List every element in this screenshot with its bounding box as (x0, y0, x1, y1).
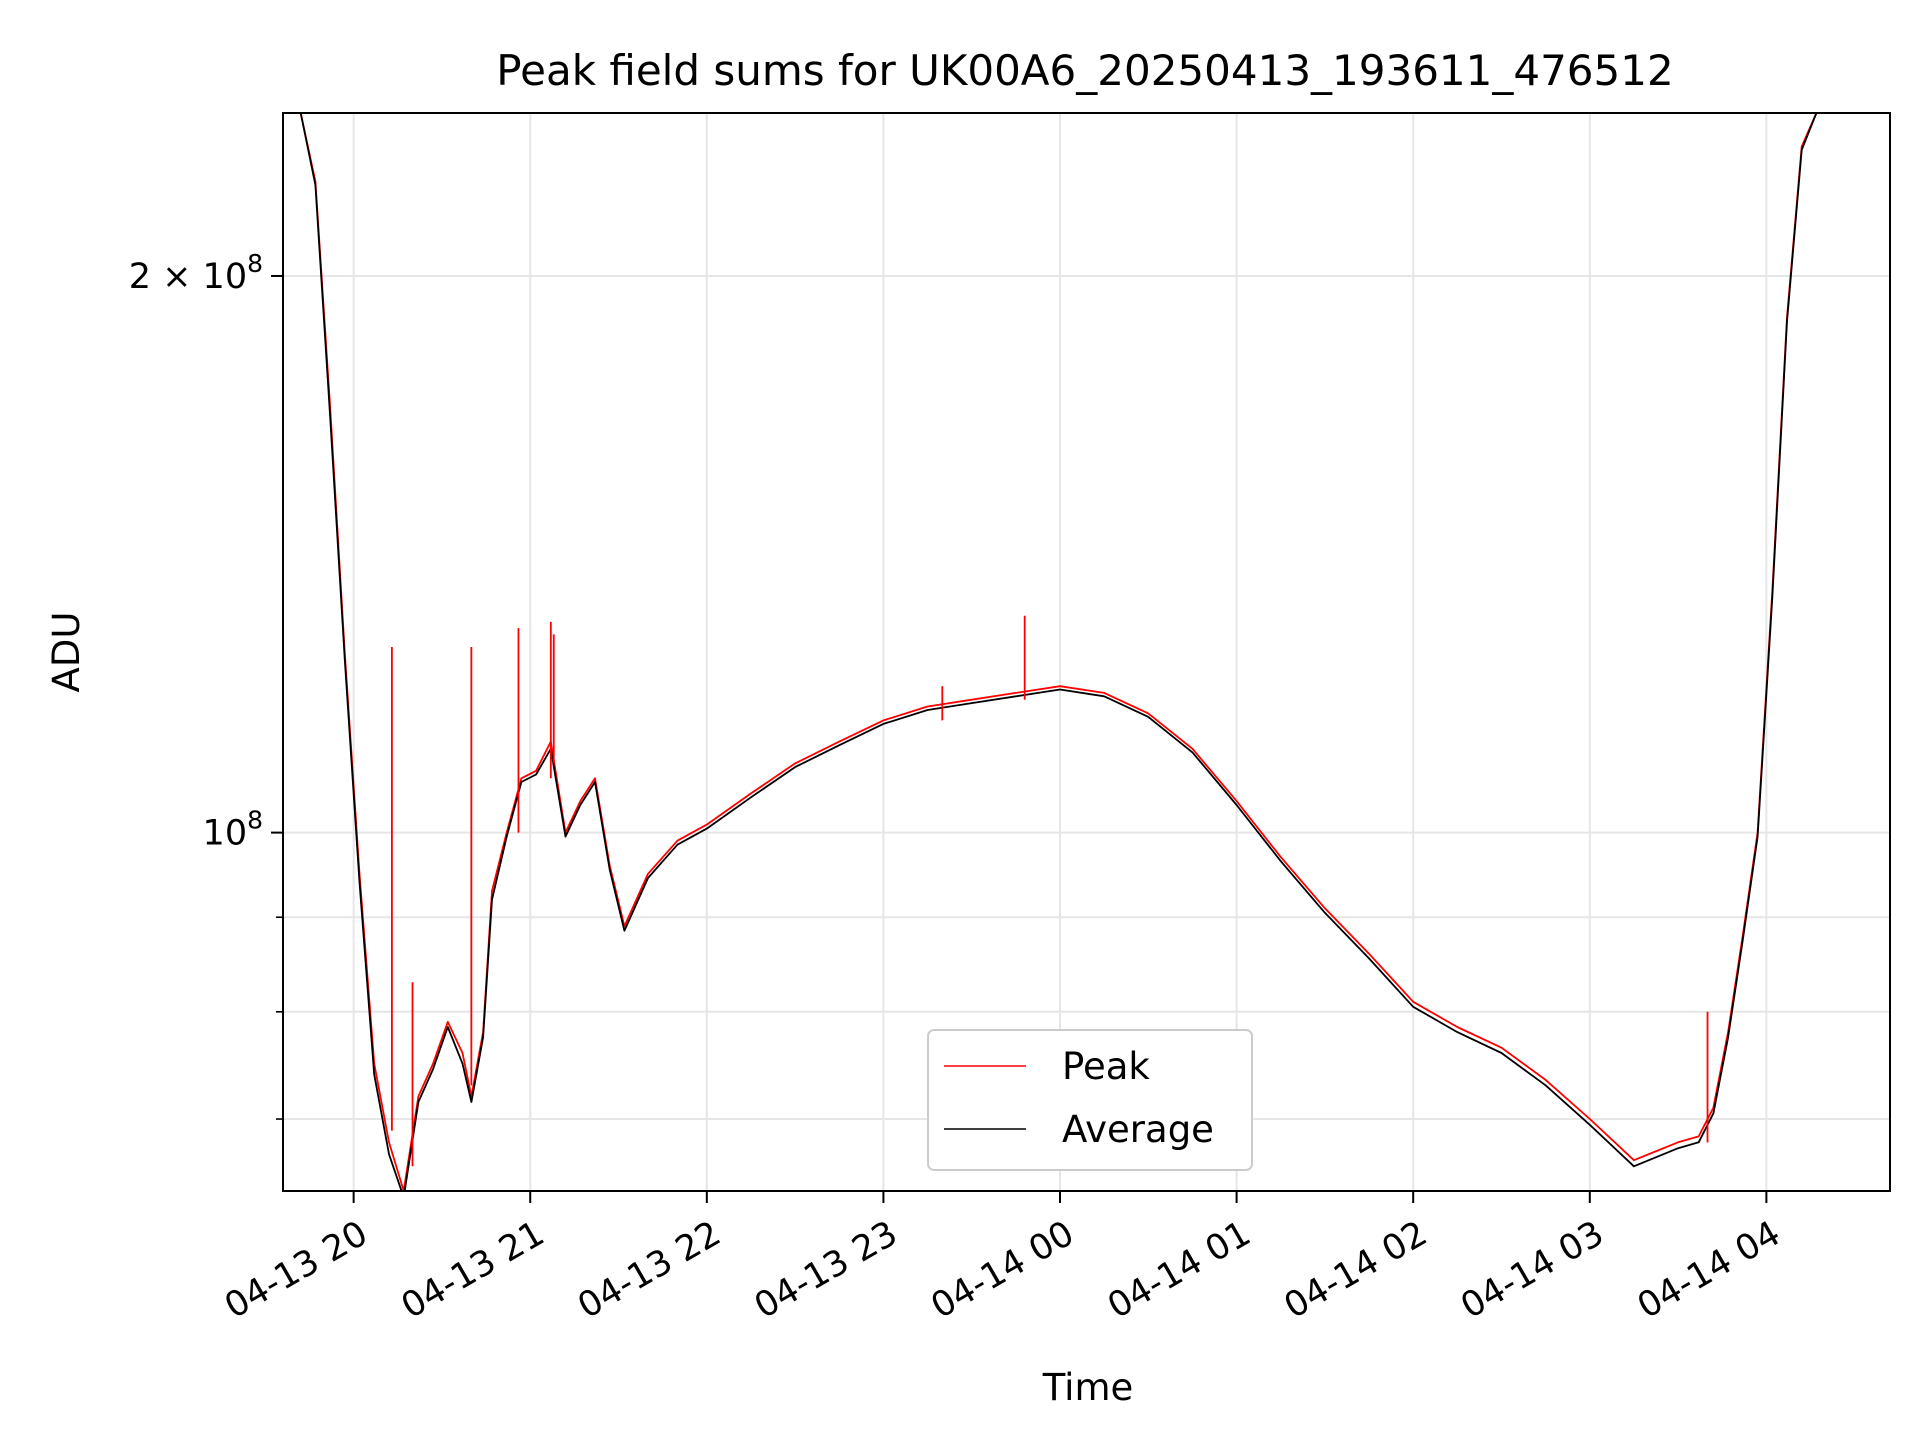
chart-title: Peak field sums for UK00A6_20250413_1936… (496, 46, 1673, 95)
y-axis: 108 2 × 108 (129, 249, 283, 1120)
gridlines (283, 113, 1890, 1191)
plot-area (282, 112, 1891, 1192)
legend-label-average: Average (1062, 1108, 1214, 1151)
y-tick-label: 108 (203, 806, 263, 854)
legend-box (927, 1029, 1253, 1171)
y-tick-label: 2 × 108 (129, 249, 263, 297)
legend: Peak Average (927, 1029, 1253, 1171)
series-layer (283, 113, 1890, 1191)
y-axis-label: ADU (45, 612, 88, 693)
legend-label-peak: Peak (1062, 1045, 1150, 1088)
plot-frame (282, 112, 1891, 1192)
average-series-line (283, 113, 1890, 1191)
x-axis-label: Time (1042, 1366, 1134, 1409)
